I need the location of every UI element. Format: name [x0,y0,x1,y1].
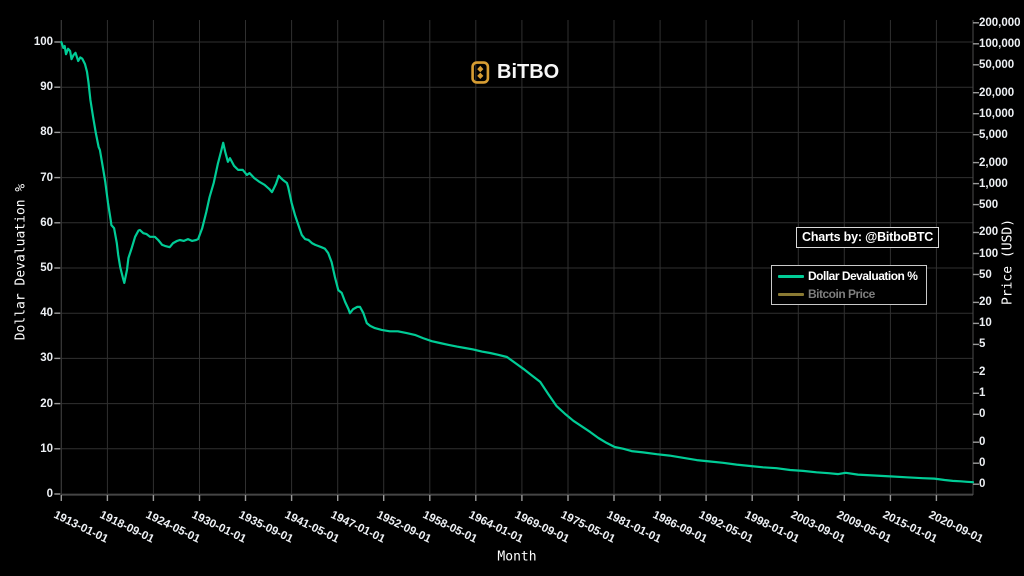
y-axis-right-tick-label: 0 [979,478,986,491]
y-axis-right-tick-label: 5,000 [979,128,1008,141]
y-axis-right-title: Price (USD) [1000,218,1016,306]
y-axis-right-tick-label: 100,000 [979,37,1021,50]
y-axis-right-tick-label: 50,000 [979,58,1015,71]
legend-swatch-bitcoin-price [778,292,804,296]
bitbo-logo: BiTBO [471,61,559,84]
bitbo-bitcoin-logo-icon [471,61,490,84]
bitbo-logo-text: BiTBO [497,61,560,83]
y-axis-right-tick-label: 5 [979,338,986,351]
y-axis-right-tick-label: 20 [979,296,992,309]
y-axis-right-tick-label: 200 [979,226,999,239]
y-axis-right-tick-label: 0 [979,436,986,449]
y-axis-left-tick-label: 80 [40,126,53,139]
y-axis-left-tick-label: 50 [40,262,53,274]
y-axis-right-tick-label: 500 [979,198,999,211]
y-axis-right-tick-label: 1 [979,387,986,400]
y-axis-right-tick-label: 1,000 [979,177,1008,190]
y-axis-left-tick-label: 90 [40,81,53,94]
y-axis-left-tick-label: 60 [40,216,53,229]
y-axis-right-tick-label: 20,000 [979,86,1015,99]
y-axis-right-tick-label: 200,000 [979,16,1021,29]
y-axis-right-tick-label: 2,000 [979,156,1008,169]
y-axis-left-tick-label: 100 [33,36,53,48]
legend-item-dollar-devaluation[interactable]: Dollar Devaluation % [778,269,926,284]
y-axis-left-tick-label: 40 [40,307,53,320]
y-axis-right-tick-label: 10 [979,317,992,330]
legend-swatch-dollar-devaluation [778,274,804,278]
legend: Dollar Devaluation % Bitcoin Price [771,265,927,305]
x-axis-title: Month [497,549,537,565]
y-axis-right-tick-label: 50 [979,268,992,281]
series-line-dollar-devaluation [60,40,975,484]
y-axis-left-tick-label: 10 [40,442,53,455]
legend-item-bitcoin-price[interactable]: Bitcoin Price [778,287,926,302]
y-axis-left-title: Dollar Devaluation % [13,183,29,341]
legend-label-bitcoin-price: Bitcoin Price [808,287,875,301]
y-axis-right-tick-label: 10,000 [979,107,1015,120]
legend-label-dollar-devaluation: Dollar Devaluation % [808,269,918,283]
y-axis-right-tick-label: 0 [979,408,986,421]
y-axis-left-tick-label: 70 [40,171,53,184]
y-axis-right-tick-label: 2 [979,366,986,379]
y-axis-left-tick-label: 20 [40,397,53,410]
y-axis-left-tick-label: 30 [40,352,53,365]
attribution-badge: Charts by: @BitboBTC [796,227,940,248]
y-axis-right-tick-label: 100 [979,247,999,260]
y-axis-right-tick-label: 0 [979,457,986,470]
y-axis-left-tick-label: 0 [46,488,53,500]
